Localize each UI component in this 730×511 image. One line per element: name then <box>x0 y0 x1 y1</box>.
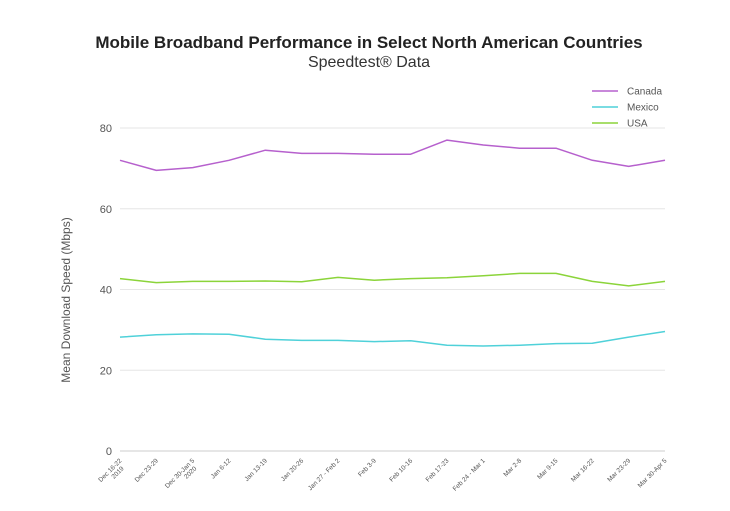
x-tick-label: Feb 17-23 <box>425 457 451 483</box>
x-tick-label: Jan 13-19 <box>243 457 269 483</box>
x-tick: Mar 9-15 <box>536 457 560 481</box>
legend-label: Canada <box>627 87 662 98</box>
series-lines <box>119 139 666 347</box>
x-tick: Feb 24 - Mar 1 <box>452 457 487 492</box>
x-tick-label: Mar 30-Apr 5 <box>637 457 669 489</box>
x-tick: Jan 20-26 <box>280 457 306 483</box>
x-tick-label: Dec 23-29 <box>134 457 160 483</box>
x-tick: Dec 23-29 <box>134 457 160 483</box>
chart-subtitle: Speedtest® Data <box>308 54 430 71</box>
gridlines <box>120 127 665 452</box>
x-tick: Jan 13-19 <box>243 457 269 483</box>
y-axis-label: Mean Download Speed (Mbps) <box>59 217 73 382</box>
x-tick: Mar 2-8 <box>502 457 523 478</box>
x-tick: Mar 16-22 <box>570 457 596 483</box>
series-line-canada <box>119 139 666 172</box>
x-tick-label: Feb 3-9 <box>357 457 378 478</box>
y-tick-label: 0 <box>106 446 112 458</box>
x-tick-label: Mar 9-15 <box>536 457 560 481</box>
legend-label: Mexico <box>627 103 659 114</box>
x-tick-label: Mar 2-8 <box>502 457 523 478</box>
x-tick-label: Mar 16-22 <box>570 457 596 483</box>
x-tick: Jan 27 - Feb 2 <box>307 457 342 492</box>
x-tick-label: Jan 6-12 <box>210 457 233 480</box>
x-tick-label: Jan 27 - Feb 2 <box>307 457 342 492</box>
y-axis-ticks: 0 20 40 60 80 <box>100 123 112 458</box>
legend-label: USA <box>627 119 648 130</box>
series-line-usa <box>119 272 666 287</box>
x-tick: Feb 17-23 <box>425 457 451 483</box>
x-tick-label: Feb 24 - Mar 1 <box>452 457 487 492</box>
y-tick-label: 20 <box>100 365 112 377</box>
x-tick: Mar 30-Apr 5 <box>637 457 669 489</box>
series-line-mexico <box>119 330 666 347</box>
x-tick-label: Jan 20-26 <box>280 457 306 483</box>
y-tick-label: 60 <box>100 204 112 216</box>
legend: Canada Mexico USA <box>592 87 662 130</box>
x-tick: Jan 6-12 <box>210 457 233 480</box>
x-tick: Feb 3-9 <box>357 457 378 478</box>
chart-title: Mobile Broadband Performance in Select N… <box>95 33 642 52</box>
x-tick-label: Feb 10-16 <box>388 457 414 483</box>
y-tick-label: 80 <box>100 123 112 135</box>
x-tick: Feb 10-16 <box>388 457 414 483</box>
x-tick-label: Mar 23-29 <box>606 457 632 483</box>
x-tick: Mar 23-29 <box>606 457 632 483</box>
y-tick-label: 40 <box>100 285 112 297</box>
